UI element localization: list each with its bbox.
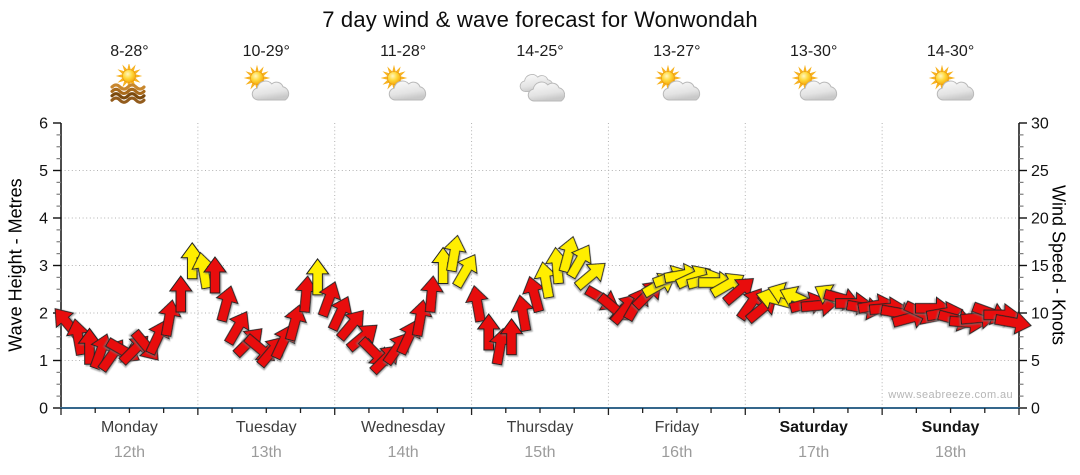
water-wave (110, 96, 146, 104)
svg-text:4: 4 (39, 211, 48, 228)
day-forecast-column: 13-27° (629, 42, 725, 108)
temp-range: 14-25° (516, 43, 564, 60)
svg-text:1: 1 (39, 353, 48, 370)
svg-text:5: 5 (1031, 353, 1040, 370)
day-boundary-gridlines (197, 123, 883, 408)
sun-cloud-icon (243, 64, 290, 101)
svg-text:10: 10 (1031, 306, 1049, 323)
wind-arrow (345, 324, 378, 353)
sun-cloud-icon (654, 64, 700, 101)
wind-arrow-series (54, 234, 1032, 376)
date-label: 13th (250, 444, 282, 461)
water-wave (110, 83, 146, 91)
svg-text:6: 6 (39, 116, 48, 133)
sun-cloud-icon (928, 64, 974, 101)
date-label: 12th (113, 444, 145, 461)
page-title: 7 day wind & wave forecast for Wonwondah (322, 7, 758, 32)
day-forecast-column: 8-28° (81, 42, 177, 108)
wind-arrow (283, 304, 308, 342)
sun-disc (934, 71, 949, 85)
day-label: Thursday (506, 419, 574, 436)
date-label: 17th (798, 444, 830, 461)
wind-arrow (168, 275, 193, 313)
horizontal-gridlines (61, 170, 1019, 361)
temp-range: 11-28° (380, 43, 427, 60)
sun-disc (387, 71, 401, 85)
day-forecast-column: 11-28° (355, 42, 451, 108)
svg-text:0: 0 (1031, 401, 1040, 418)
svg-text:2: 2 (39, 306, 48, 323)
wind-arrow (452, 253, 478, 289)
cloud (662, 80, 700, 101)
temp-range: 14-30° (926, 43, 975, 60)
wind-arrow (510, 294, 535, 333)
temp-range: 13-30° (790, 43, 838, 60)
svg-text:0: 0 (39, 401, 48, 418)
cloud (799, 80, 837, 101)
day-label: Friday (654, 419, 700, 436)
sun-disc (797, 71, 812, 85)
right-axis: 0 5 10 15 20 25 30 (1018, 116, 1049, 418)
wind-arrow (465, 284, 489, 323)
temp-range: 13-27° (653, 43, 701, 60)
wind-arrow (317, 281, 342, 318)
svg-text:25: 25 (1031, 163, 1049, 180)
day-label: Monday (100, 419, 158, 436)
svg-text:20: 20 (1031, 211, 1049, 228)
wind-arrow (994, 311, 1032, 335)
day-forecast-column: 14-30° (903, 42, 999, 108)
wind-arrow (215, 285, 239, 323)
wind-arrow (157, 299, 182, 337)
watermark: www.seabreeze.com.au (888, 389, 1013, 401)
day-label: Wednesday (361, 419, 446, 436)
sun-water-icon (110, 64, 146, 104)
svg-text:5: 5 (39, 163, 48, 180)
day-forecast-column: 13-30° (766, 42, 862, 108)
cloud (252, 80, 290, 101)
day-forecast-column: 10-29° (218, 42, 314, 108)
wind-arrow (223, 310, 250, 346)
water-wave (110, 92, 146, 100)
svg-text:3: 3 (39, 258, 48, 275)
date-label: 18th (934, 444, 967, 461)
wind-arrow (566, 244, 592, 280)
wind-arrow (443, 234, 467, 273)
temp-range: 10-29° (242, 43, 290, 60)
sun-disc (661, 71, 675, 85)
wind-arrow (476, 313, 501, 351)
clouds-icon (519, 74, 565, 102)
bottom-axis (60, 407, 1020, 415)
date-label: 16th (661, 444, 693, 461)
wind-arrow (499, 317, 524, 356)
water-wave (110, 87, 146, 96)
sun-disc (122, 69, 137, 83)
svg-text:15: 15 (1031, 258, 1049, 275)
day-label: Saturday (779, 419, 848, 436)
sun-cloud-icon (791, 64, 837, 101)
svg-text:30: 30 (1031, 116, 1049, 133)
cloud (388, 80, 427, 101)
day-label: Tuesday (235, 419, 297, 436)
cloud (527, 81, 565, 102)
temp-range: 8-28° (110, 43, 149, 60)
wind-arrow (419, 275, 444, 313)
wind-arrow (203, 256, 227, 294)
day-label: Sunday (921, 419, 980, 436)
day-forecast-column: 14-25° (492, 42, 588, 108)
left-axis: 0 1 2 3 4 5 6 (39, 116, 62, 418)
wind-arrow (573, 262, 606, 291)
sun-disc (250, 71, 265, 85)
date-label: 15th (524, 444, 556, 461)
date-label: 14th (387, 444, 419, 461)
wind-arrow (305, 258, 330, 296)
cloud (936, 80, 974, 101)
sun-cloud-icon (380, 64, 427, 101)
